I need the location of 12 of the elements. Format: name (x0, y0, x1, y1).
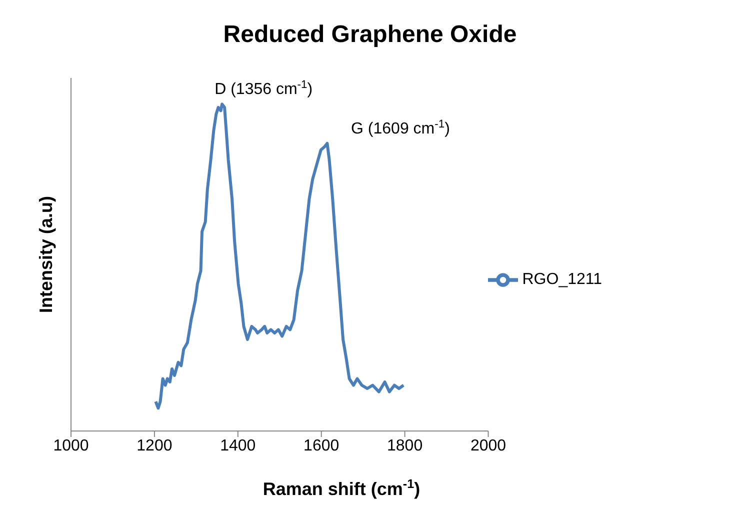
x-tick-label: 1400 (220, 437, 256, 454)
x-tick-label: 1000 (53, 437, 89, 454)
x-tick-label: 1600 (304, 437, 340, 454)
x-axis-title: Raman shift (cm$^{-1}$) (262, 477, 420, 499)
y-axis-title: Intensity (a.u) (36, 196, 56, 314)
legend-label: RGO_1211 (522, 270, 602, 288)
annotation: D (1356 cm$^{-1}$) (214, 79, 313, 98)
x-tick-label: 1800 (387, 437, 423, 454)
annotation: G (1609 cm$^{-1}$) (351, 118, 450, 138)
x-tick-label: 2000 (470, 437, 506, 454)
x-tick-label: 1200 (136, 437, 172, 454)
chart-title: Reduced Graphene Oxide (223, 21, 517, 48)
